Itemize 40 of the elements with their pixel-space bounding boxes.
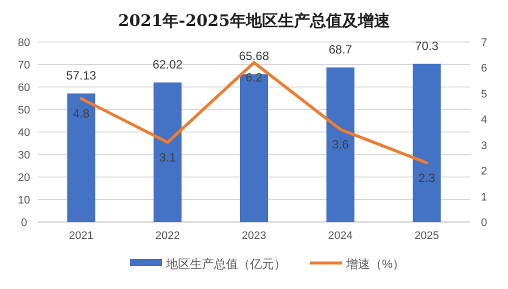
y-tick-label: 30 <box>18 150 30 162</box>
y-tick-label: 10 <box>18 194 30 206</box>
data-label: 2.3 <box>418 170 436 185</box>
y-tick-label: 70 <box>18 60 30 72</box>
x-tick-label: 2021 <box>68 230 94 242</box>
data-label: 68.7 <box>328 42 352 56</box>
y2-tick-label: 4 <box>480 114 488 126</box>
data-label: 6.2 <box>246 70 263 85</box>
data-label: 65.68 <box>238 49 270 64</box>
y2-tick-label: 2 <box>480 166 488 178</box>
x-tick-label: 2023 <box>242 230 266 242</box>
y2-tick-label: 3 <box>480 140 488 152</box>
data-label: 70.3 <box>415 38 439 53</box>
y-tick-label: 80 <box>18 37 30 49</box>
legend-label: 增速（%） <box>345 257 405 271</box>
data-label: 4.8 <box>72 106 90 121</box>
y2-tick-label: 5 <box>480 88 488 100</box>
y-tick-label: 60 <box>18 82 30 94</box>
legend-label: 地区生产总值（亿元） <box>165 257 286 271</box>
y2-tick-label: 6 <box>480 62 488 75</box>
x-tick-label: 2025 <box>414 230 440 242</box>
y-tick-label: 40 <box>18 127 30 139</box>
bar <box>412 64 441 222</box>
bar <box>240 74 268 222</box>
x-tick-label: 2024 <box>328 230 353 242</box>
y2-tick-label: 0 <box>480 217 488 229</box>
data-label: 57.13 <box>66 68 97 82</box>
data-label: 3.6 <box>332 137 350 152</box>
chart-title: 2021年-2025年地区生产总值及增速 <box>118 11 391 30</box>
data-label: 62.02 <box>152 57 183 72</box>
y-tick-label: 20 <box>18 172 30 184</box>
bar <box>154 82 182 222</box>
bar <box>67 93 96 222</box>
data-label: 3.1 <box>159 150 176 164</box>
y2-tick-label: 7 <box>480 37 488 49</box>
x-tick-label: 2022 <box>155 230 180 242</box>
y-tick-label: 50 <box>18 104 30 116</box>
y-tick-label: 0 <box>20 217 28 229</box>
y2-tick-label: 1 <box>480 191 488 204</box>
bar <box>326 67 354 222</box>
